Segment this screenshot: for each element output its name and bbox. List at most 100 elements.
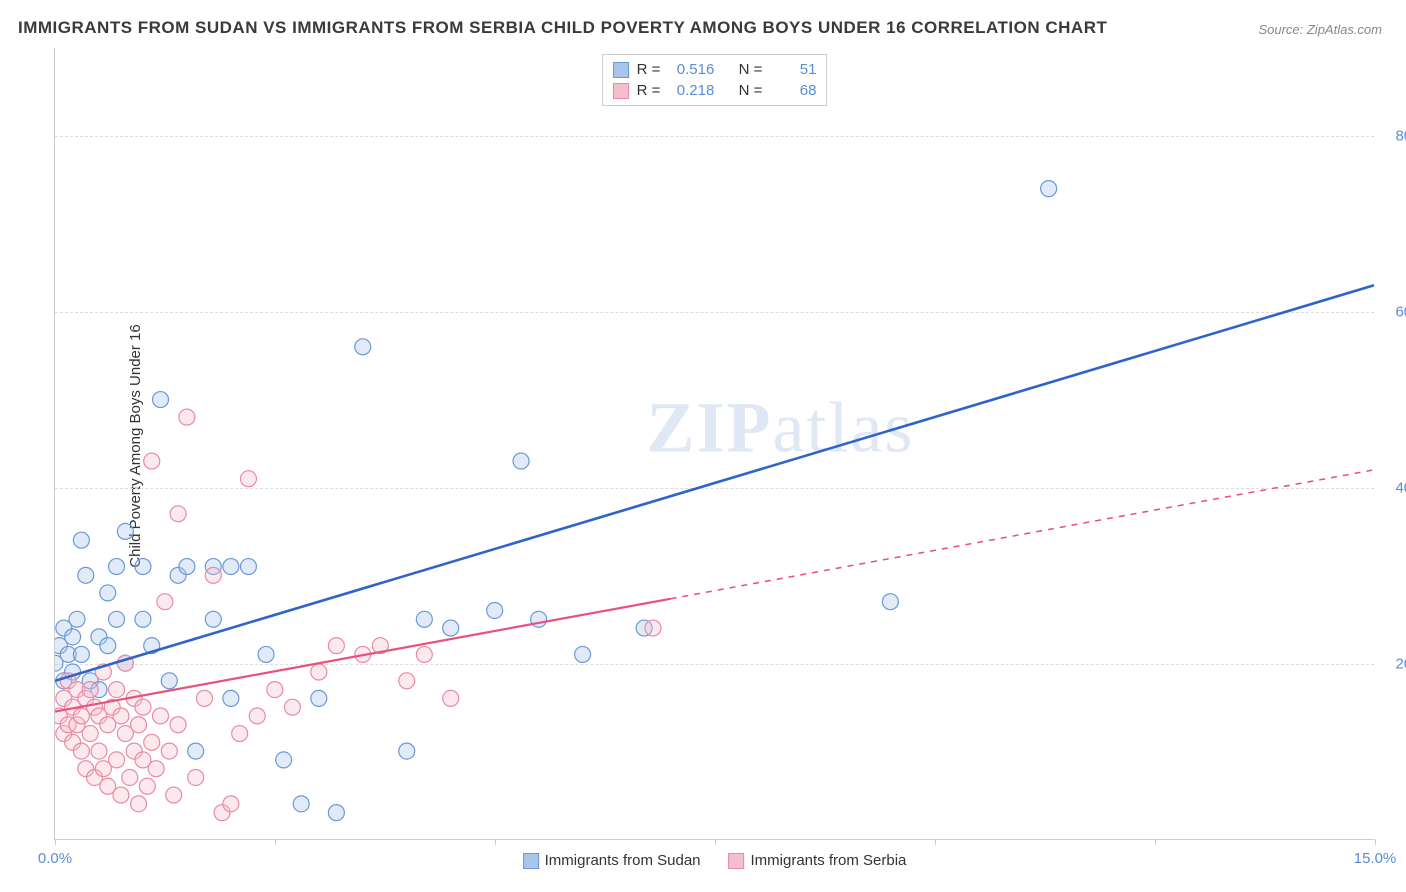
scatter-point bbox=[267, 682, 283, 698]
scatter-point bbox=[1041, 181, 1057, 197]
scatter-point bbox=[196, 690, 212, 706]
y-tick-label: 20.0% bbox=[1382, 656, 1406, 673]
chart-svg bbox=[55, 48, 1374, 839]
scatter-point bbox=[443, 690, 459, 706]
scatter-point bbox=[122, 769, 138, 785]
scatter-point bbox=[157, 594, 173, 610]
scatter-point bbox=[109, 682, 125, 698]
r-value-serbia: 0.218 bbox=[668, 82, 714, 99]
r-label: R = bbox=[637, 82, 661, 99]
scatter-point bbox=[240, 471, 256, 487]
chart-plot-area: ZIPatlas R = 0.516 N = 51 R = 0.218 N = … bbox=[54, 48, 1374, 840]
scatter-point bbox=[109, 611, 125, 627]
scatter-point bbox=[882, 594, 898, 610]
scatter-point bbox=[131, 796, 147, 812]
scatter-point bbox=[69, 611, 85, 627]
scatter-point bbox=[205, 611, 221, 627]
scatter-point bbox=[179, 409, 195, 425]
scatter-point bbox=[487, 602, 503, 618]
x-tick bbox=[495, 839, 496, 845]
swatch-serbia bbox=[613, 83, 629, 99]
scatter-point bbox=[293, 796, 309, 812]
scatter-point bbox=[311, 664, 327, 680]
scatter-point bbox=[188, 769, 204, 785]
x-tick bbox=[275, 839, 276, 845]
scatter-point bbox=[100, 638, 116, 654]
scatter-point bbox=[188, 743, 204, 759]
source-name: ZipAtlas.com bbox=[1307, 22, 1382, 37]
scatter-point bbox=[109, 559, 125, 575]
scatter-point bbox=[78, 567, 94, 583]
scatter-point bbox=[399, 673, 415, 689]
scatter-point bbox=[166, 787, 182, 803]
scatter-point bbox=[416, 646, 432, 662]
scatter-point bbox=[161, 743, 177, 759]
scatter-point bbox=[399, 743, 415, 759]
scatter-point bbox=[223, 796, 239, 812]
scatter-point bbox=[170, 717, 186, 733]
scatter-point bbox=[91, 743, 107, 759]
scatter-point bbox=[645, 620, 661, 636]
legend-stats-row: R = 0.218 N = 68 bbox=[613, 80, 817, 101]
scatter-point bbox=[135, 699, 151, 715]
scatter-point bbox=[135, 611, 151, 627]
scatter-point bbox=[161, 673, 177, 689]
x-tick bbox=[1155, 839, 1156, 845]
scatter-point bbox=[100, 585, 116, 601]
n-label: N = bbox=[739, 82, 763, 99]
page-title: IMMIGRANTS FROM SUDAN VS IMMIGRANTS FROM… bbox=[18, 18, 1107, 38]
r-label: R = bbox=[637, 61, 661, 78]
scatter-point bbox=[144, 453, 160, 469]
n-value-sudan: 51 bbox=[770, 61, 816, 78]
scatter-point bbox=[153, 708, 169, 724]
scatter-point bbox=[284, 699, 300, 715]
scatter-point bbox=[276, 752, 292, 768]
scatter-point bbox=[139, 778, 155, 794]
source-label: Source: bbox=[1258, 22, 1306, 37]
scatter-point bbox=[575, 646, 591, 662]
x-tick-label: 15.0% bbox=[1354, 850, 1397, 867]
scatter-point bbox=[73, 532, 89, 548]
y-tick-label: 40.0% bbox=[1382, 480, 1406, 497]
scatter-point bbox=[170, 506, 186, 522]
legend-stats: R = 0.516 N = 51 R = 0.218 N = 68 bbox=[602, 54, 828, 106]
y-tick-label: 60.0% bbox=[1382, 304, 1406, 321]
scatter-point bbox=[73, 743, 89, 759]
legend-item-sudan: Immigrants from Sudan bbox=[523, 852, 701, 869]
scatter-point bbox=[328, 805, 344, 821]
scatter-point bbox=[144, 734, 160, 750]
legend-series: Immigrants from Sudan Immigrants from Se… bbox=[523, 852, 907, 869]
x-tick-label: 0.0% bbox=[38, 850, 72, 867]
scatter-point bbox=[153, 392, 169, 408]
scatter-point bbox=[135, 559, 151, 575]
x-tick bbox=[55, 839, 56, 845]
x-tick bbox=[935, 839, 936, 845]
n-label: N = bbox=[739, 61, 763, 78]
x-tick bbox=[715, 839, 716, 845]
source-attribution: Source: ZipAtlas.com bbox=[1258, 22, 1382, 37]
scatter-point bbox=[223, 690, 239, 706]
scatter-point bbox=[109, 752, 125, 768]
scatter-point bbox=[258, 646, 274, 662]
scatter-point bbox=[65, 629, 81, 645]
scatter-point bbox=[113, 787, 129, 803]
scatter-point bbox=[443, 620, 459, 636]
n-value-serbia: 68 bbox=[770, 82, 816, 99]
y-tick-label: 80.0% bbox=[1382, 128, 1406, 145]
scatter-point bbox=[328, 638, 344, 654]
scatter-point bbox=[148, 761, 164, 777]
scatter-point bbox=[82, 726, 98, 742]
scatter-point bbox=[113, 708, 129, 724]
scatter-point bbox=[82, 682, 98, 698]
swatch-serbia bbox=[729, 853, 745, 869]
scatter-point bbox=[355, 339, 371, 355]
legend-stats-row: R = 0.516 N = 51 bbox=[613, 59, 817, 80]
r-value-sudan: 0.516 bbox=[668, 61, 714, 78]
swatch-sudan bbox=[613, 62, 629, 78]
scatter-point bbox=[232, 726, 248, 742]
scatter-point bbox=[179, 559, 195, 575]
scatter-point bbox=[73, 646, 89, 662]
trend-line-dashed bbox=[671, 470, 1374, 599]
scatter-point bbox=[311, 690, 327, 706]
scatter-point bbox=[240, 559, 256, 575]
